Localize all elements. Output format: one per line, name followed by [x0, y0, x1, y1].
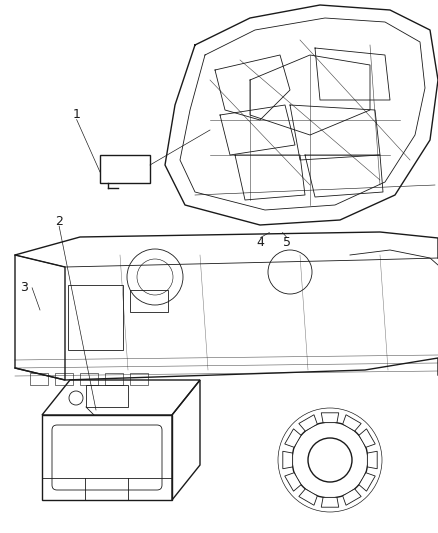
- Polygon shape: [299, 489, 317, 505]
- Polygon shape: [343, 415, 361, 431]
- Polygon shape: [367, 451, 377, 469]
- Polygon shape: [343, 489, 361, 505]
- Bar: [100, 155, 150, 183]
- Polygon shape: [321, 413, 339, 423]
- Circle shape: [292, 422, 368, 498]
- Polygon shape: [285, 429, 301, 447]
- Bar: [42, 415, 172, 500]
- Circle shape: [308, 438, 352, 482]
- Polygon shape: [321, 497, 339, 507]
- Bar: [86, 385, 128, 407]
- Polygon shape: [283, 451, 293, 469]
- Bar: [130, 290, 168, 312]
- Text: 4: 4: [257, 236, 265, 249]
- Bar: [130, 373, 148, 385]
- Polygon shape: [299, 415, 317, 431]
- Polygon shape: [285, 473, 301, 491]
- Bar: [30, 373, 48, 385]
- Text: 1: 1: [73, 108, 81, 121]
- Text: 2: 2: [55, 215, 63, 228]
- Bar: [105, 373, 123, 385]
- Text: 5: 5: [283, 236, 291, 249]
- Bar: [80, 373, 98, 385]
- Text: 3: 3: [20, 281, 28, 294]
- Polygon shape: [359, 473, 375, 491]
- Bar: [55, 373, 73, 385]
- Bar: [68, 285, 123, 350]
- Polygon shape: [359, 429, 375, 447]
